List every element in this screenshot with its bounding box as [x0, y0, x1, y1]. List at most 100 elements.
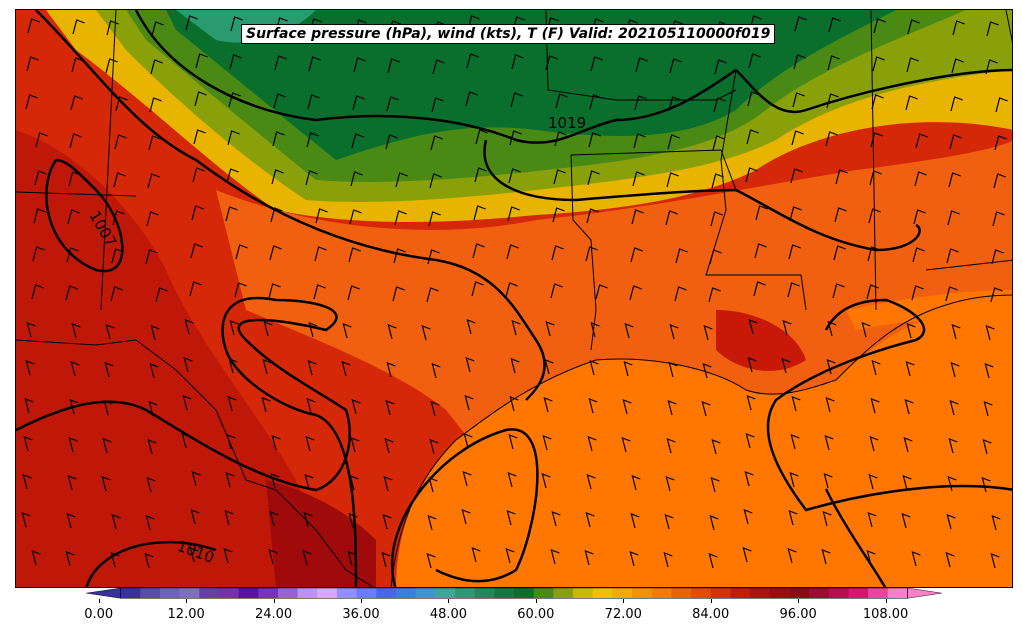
colorbar-tick-label: 24.00 — [254, 607, 293, 622]
wind-barb — [555, 93, 568, 109]
colorbar-tick-mark — [361, 599, 362, 603]
wind-barb — [711, 439, 721, 455]
wind-barb — [147, 173, 160, 189]
colorbar-tick-label: 12.00 — [167, 607, 205, 622]
wind-barb — [102, 438, 112, 454]
wind-barb — [190, 509, 200, 525]
colorbar-tick-mark — [273, 599, 275, 603]
colorbar-segment — [297, 588, 318, 599]
wind-barb — [24, 398, 34, 414]
wind-barb — [225, 206, 238, 222]
wind-barb — [146, 477, 156, 493]
colorbar-outline — [120, 588, 908, 599]
wind-barb — [353, 57, 366, 73]
wind-barb — [66, 247, 79, 263]
wind-barb — [666, 172, 679, 188]
wind-barb — [270, 207, 283, 223]
wind-barb — [861, 322, 871, 338]
wind-barb — [906, 323, 916, 339]
wind-barb — [550, 549, 560, 565]
wind-barb — [25, 360, 35, 376]
wind-barb — [870, 132, 883, 148]
wind-barb — [394, 210, 407, 226]
wind-barb — [586, 474, 596, 490]
wind-barb — [144, 553, 154, 569]
wind-barb — [67, 475, 77, 491]
wind-barb — [105, 58, 118, 74]
wind-barb — [745, 167, 758, 183]
wind-barb — [589, 94, 602, 110]
wind-barb — [945, 286, 958, 302]
colorbar-segment — [612, 588, 633, 599]
wind-barb — [347, 551, 357, 567]
wind-barb — [22, 474, 32, 490]
wind-barb — [185, 15, 198, 31]
isobars — [16, 10, 1012, 587]
wind-barb — [951, 324, 961, 340]
wind-barb — [463, 433, 473, 449]
wind-barb — [308, 56, 321, 72]
colorbar-tick-mark — [885, 599, 887, 603]
wind-barb — [915, 133, 928, 149]
wind-barb — [623, 361, 633, 377]
wind-barb — [834, 207, 847, 223]
wind-barb — [227, 130, 240, 146]
wind-barb — [386, 96, 399, 112]
wind-barb — [667, 400, 677, 416]
wind-barb — [272, 131, 285, 147]
wind-barb — [226, 168, 239, 184]
wind-barb — [306, 132, 319, 148]
wind-barbs — [21, 15, 1008, 569]
wind-barb — [947, 210, 960, 226]
wind-barb — [993, 173, 1006, 189]
colorbar-segment — [514, 588, 535, 599]
wind-barb — [189, 547, 199, 563]
wind-barb — [347, 285, 360, 301]
wind-barb — [545, 321, 555, 337]
wind-barb — [507, 472, 517, 488]
wind-barb — [268, 283, 281, 299]
wind-barb — [544, 359, 554, 375]
wind-barb — [550, 283, 563, 299]
wind-barb — [912, 247, 925, 263]
wind-barb — [268, 549, 278, 565]
wind-barb — [702, 363, 712, 379]
wind-barb — [464, 395, 474, 411]
wind-barb — [111, 248, 124, 264]
wind-barb — [428, 477, 438, 493]
wind-barb — [31, 550, 41, 566]
colorbar-segment — [809, 588, 830, 599]
wind-barb — [787, 548, 797, 564]
wind-barb — [382, 514, 392, 530]
wind-barb — [825, 131, 838, 147]
very-hot-patch — [16, 130, 345, 587]
wind-barb — [305, 170, 318, 186]
wind-barb — [747, 357, 757, 373]
wind-barb — [791, 396, 801, 412]
wind-barb — [395, 172, 408, 188]
map-panel: 1019 1007 1010 Surface pressure (hPa), w… — [15, 9, 1013, 588]
wind-barb — [553, 169, 566, 185]
wind-barb — [746, 395, 756, 411]
wind-barb — [781, 358, 791, 374]
wind-barb — [913, 209, 926, 225]
wind-barb — [630, 513, 640, 529]
wind-barb — [633, 133, 646, 149]
colorbar-segment — [769, 588, 790, 599]
wind-barb — [872, 56, 885, 72]
wind-barb — [68, 437, 78, 453]
wind-barb — [755, 205, 768, 221]
wind-barb — [621, 437, 631, 453]
wind-barb — [466, 53, 479, 69]
wind-barb — [431, 97, 444, 113]
wind-barb — [827, 321, 837, 337]
colorbar-segment — [494, 588, 515, 599]
wind-barb — [474, 167, 487, 183]
colorbar-tick-mark — [98, 599, 100, 603]
wind-barb — [585, 512, 595, 528]
colorbar-segment — [317, 588, 338, 599]
wind-barb — [235, 244, 248, 260]
wind-barb — [990, 553, 1000, 569]
wind-barb — [551, 245, 564, 261]
wind-barb — [32, 246, 45, 262]
